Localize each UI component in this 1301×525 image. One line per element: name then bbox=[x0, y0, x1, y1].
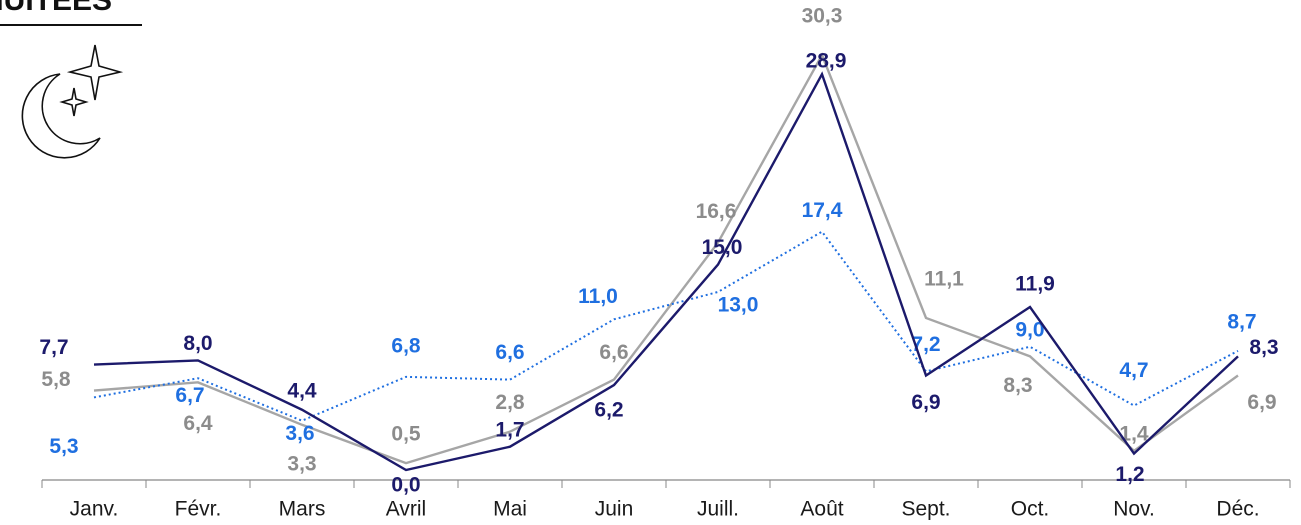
data-label: 30,3 bbox=[802, 5, 843, 28]
x-tick-label: Juin bbox=[595, 498, 634, 521]
series-line bbox=[93, 52, 1239, 465]
x-tick-label: Mai bbox=[493, 498, 527, 521]
data-label: 8,3 bbox=[1249, 336, 1278, 359]
data-label: 6,4 bbox=[183, 412, 213, 435]
data-label: 7,2 bbox=[911, 333, 940, 356]
data-label: 8,3 bbox=[1003, 374, 1032, 397]
data-label: 5,3 bbox=[49, 435, 78, 458]
data-label: 1,2 bbox=[1115, 463, 1144, 486]
x-tick-label: Févr. bbox=[175, 498, 222, 521]
data-label: 17,4 bbox=[802, 199, 843, 222]
data-label: 1,7 bbox=[495, 418, 524, 441]
data-label: 6,9 bbox=[1247, 391, 1276, 414]
x-tick-label: Août bbox=[800, 498, 843, 521]
data-label: 0,0 bbox=[391, 474, 420, 497]
data-label: 3,6 bbox=[285, 422, 314, 445]
data-label: 6,8 bbox=[391, 334, 421, 357]
data-label: 1,4 bbox=[1119, 422, 1149, 445]
data-label: 5,8 bbox=[41, 368, 71, 391]
data-label: 11,1 bbox=[924, 268, 964, 291]
data-label: 6,7 bbox=[175, 384, 204, 407]
chart-title: NUITEES bbox=[0, 0, 112, 17]
data-label: 4,4 bbox=[287, 379, 317, 402]
data-label: 7,7 bbox=[39, 336, 68, 359]
data-label: 3,3 bbox=[287, 452, 316, 475]
data-label: 6,2 bbox=[594, 399, 623, 422]
data-label: 9,0 bbox=[1015, 318, 1044, 341]
x-tick-label: Déc. bbox=[1216, 498, 1259, 521]
series-line bbox=[93, 71, 1239, 472]
data-label: 8,0 bbox=[183, 332, 212, 355]
x-tick-label: Oct. bbox=[1011, 498, 1050, 521]
data-label: 6,6 bbox=[495, 341, 524, 364]
data-label: 11,9 bbox=[1015, 273, 1055, 296]
data-label: 15,0 bbox=[702, 236, 743, 259]
data-label: 16,6 bbox=[696, 200, 737, 223]
x-tick-label: Juill. bbox=[697, 498, 739, 521]
data-label: 8,7 bbox=[1227, 310, 1256, 333]
x-tick-label: Mars bbox=[279, 498, 326, 521]
data-label: 2,8 bbox=[495, 391, 525, 414]
data-label: 6,6 bbox=[599, 341, 628, 364]
night-icon bbox=[21, 44, 124, 159]
x-tick-label: Janv. bbox=[70, 498, 119, 521]
data-label: 11,0 bbox=[578, 285, 618, 308]
x-tick-label: Nov. bbox=[1113, 498, 1155, 521]
x-tick-label: Sept. bbox=[901, 498, 950, 521]
data-label: 4,7 bbox=[1119, 359, 1148, 382]
data-label: 6,9 bbox=[911, 391, 940, 414]
x-tick-label: Avril bbox=[386, 498, 426, 521]
data-label: 0,5 bbox=[391, 423, 421, 446]
data-label: 28,9 bbox=[806, 50, 847, 73]
data-label: 13,0 bbox=[718, 293, 759, 316]
